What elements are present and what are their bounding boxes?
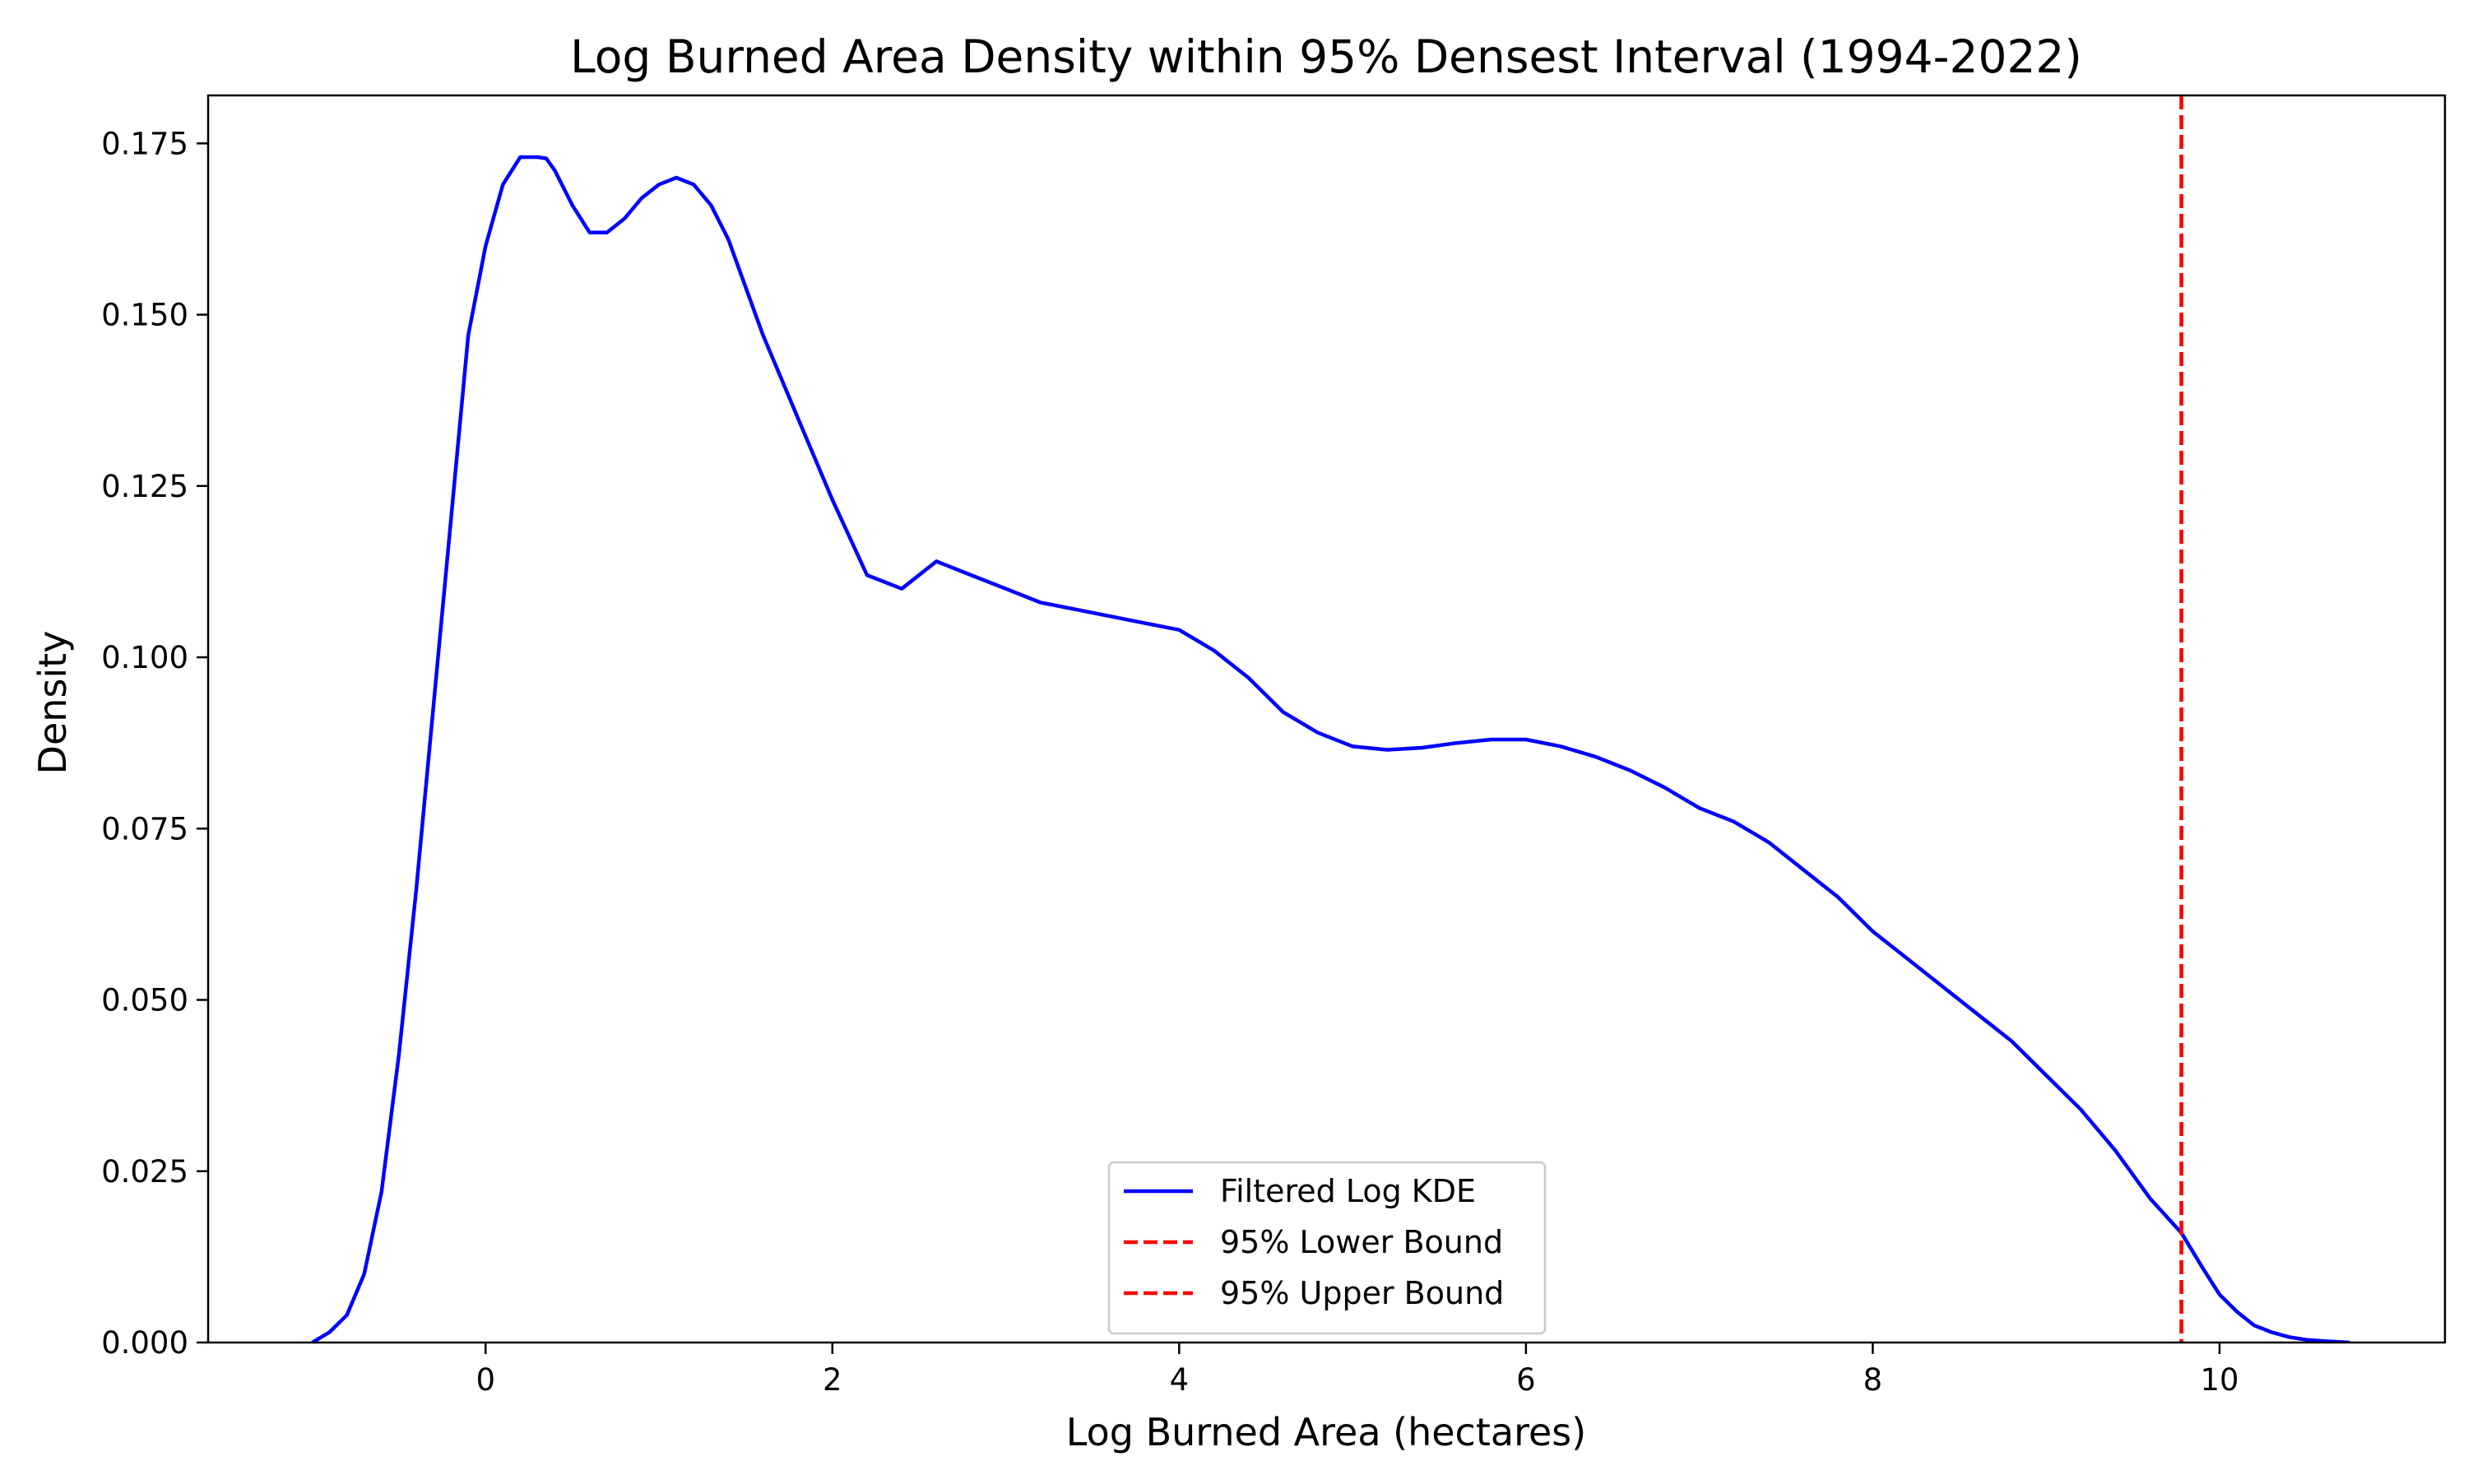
- legend-label-2: 95% Upper Bound: [1220, 1275, 1504, 1311]
- y-tick-label: 0.050: [101, 983, 188, 1018]
- x-axis-label: Log Burned Area (hectares): [1066, 1410, 1586, 1454]
- y-axis-label: Density: [30, 631, 75, 775]
- x-tick-label: 6: [1516, 1362, 1536, 1398]
- legend-box: [1107, 1161, 1547, 1335]
- plot-area: [311, 95, 2350, 1343]
- y-tick-label: 0.100: [101, 640, 188, 675]
- x-tick-label: 8: [1863, 1362, 1883, 1398]
- x-tick-label: 2: [823, 1362, 842, 1398]
- y-tick-label: 0.150: [101, 298, 188, 333]
- y-tick-label: 0.075: [101, 811, 188, 846]
- x-tick-label: 10: [2200, 1362, 2238, 1398]
- legend-label-1: 95% Lower Bound: [1220, 1224, 1503, 1260]
- x-tick-label: 4: [1170, 1362, 1190, 1398]
- y-tick-label: 0.125: [101, 469, 188, 504]
- legend-label-0: Filtered Log KDE: [1220, 1173, 1476, 1209]
- x-tick-label: 0: [476, 1362, 495, 1398]
- chart-title: Log Burned Area Density within 95% Dense…: [570, 30, 2082, 83]
- series-line-0: [311, 155, 2350, 1343]
- axes: 0 2 4 6 8 10 0.000 0.025 0.050 0.075 0.100 0.125 0.1…: [101, 94, 2447, 1398]
- axes-frame: [206, 94, 2447, 1344]
- legend: Filtered Log KDE 95% Lower Bound 95% Upper…: [1107, 1161, 1547, 1335]
- y-tick-label: 0.025: [101, 1154, 188, 1190]
- y-tick-label: 0.175: [101, 126, 188, 161]
- y-tick-label: 0.000: [101, 1325, 188, 1361]
